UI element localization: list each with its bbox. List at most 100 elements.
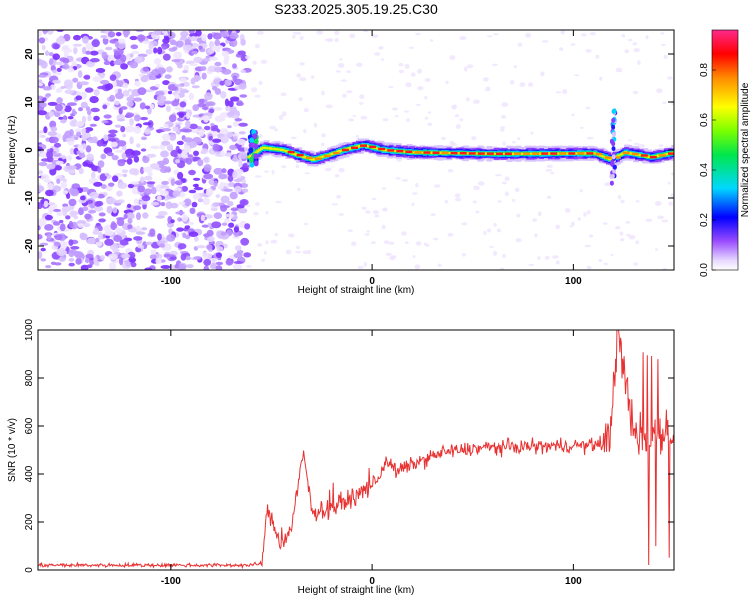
noise-speckle [127, 218, 133, 224]
noise-speckle [233, 154, 238, 163]
noise-speckle [122, 82, 129, 89]
noise-speckle [195, 30, 202, 37]
noise-speckle [123, 213, 128, 219]
noise-speckle [136, 212, 141, 221]
snr-x-axis-label: Height of straight line (km) [298, 585, 415, 596]
noise-speckle [107, 133, 117, 138]
signal-core [405, 150, 413, 153]
noise-speckle [356, 134, 360, 139]
noise-speckle [130, 181, 140, 185]
noise-speckle [66, 102, 77, 106]
noise-speckle [395, 177, 402, 180]
signal-band-segment [548, 152, 551, 155]
noise-speckle [589, 32, 596, 36]
noise-speckle [103, 134, 109, 142]
noise-speckle [258, 133, 263, 139]
noise-speckle [661, 219, 669, 223]
noise-speckle [555, 260, 560, 265]
noise-speckle [56, 87, 63, 93]
signal-band-segment [539, 152, 542, 155]
noise-speckle [296, 73, 302, 78]
noise-speckle [552, 255, 559, 259]
signal-band-segment [457, 152, 461, 155]
noise-speckle [215, 265, 223, 270]
noise-speckle [122, 133, 127, 138]
signal-band-segment [276, 148, 280, 151]
noise-speckle [201, 106, 209, 110]
noise-speckle [85, 145, 92, 153]
signal-core [450, 151, 458, 155]
noise-speckle [238, 122, 248, 127]
noise-speckle [83, 222, 91, 228]
noise-speckle [89, 191, 99, 199]
noise-speckle [76, 220, 87, 225]
noise-speckle [108, 129, 118, 134]
noise-speckle [169, 39, 176, 43]
noise-speckle [425, 243, 430, 247]
noise-speckle [560, 30, 565, 35]
colorbar-tick-label: 0.6 [699, 113, 710, 127]
noise-speckle [141, 136, 147, 141]
signal-band-segment [475, 152, 479, 155]
noise-speckle [54, 165, 62, 171]
noise-speckle [586, 136, 594, 140]
noise-speckle [95, 222, 101, 227]
noise-speckle [240, 237, 250, 246]
noise-speckle [517, 42, 523, 47]
noise-speckle [205, 188, 214, 197]
noise-speckle [342, 93, 347, 98]
noise-speckle [527, 82, 534, 87]
noise-speckle [91, 39, 100, 48]
signal-band-segment [312, 158, 316, 161]
signal-band-segment [301, 155, 305, 158]
signal-band-segment [602, 155, 606, 158]
noise-speckle [280, 92, 287, 97]
signal-core [323, 154, 331, 158]
signal-core [314, 157, 322, 160]
noise-speckle [85, 253, 94, 259]
noise-speckle [337, 63, 345, 68]
noise-speckle [59, 219, 64, 224]
noise-speckle [236, 100, 243, 106]
noise-speckle [325, 104, 333, 109]
noise-speckle [401, 179, 409, 182]
noise-speckle [185, 255, 191, 261]
noise-speckle [241, 188, 249, 193]
noise-speckle [42, 86, 52, 91]
noise-speckle [389, 255, 396, 261]
noise-speckle [186, 264, 194, 269]
noise-speckle [68, 220, 74, 229]
noise-speckle [53, 142, 62, 148]
signal-band-segment [593, 152, 597, 155]
noise-speckle [233, 136, 238, 140]
noise-speckle [303, 128, 307, 134]
y-tick-label: 800 [24, 369, 35, 386]
noise-speckle [167, 90, 173, 95]
noise-speckle [271, 169, 275, 175]
noise-speckle [182, 232, 187, 238]
noise-speckle [429, 39, 434, 42]
noise-speckle [493, 250, 498, 256]
noise-speckle [38, 95, 44, 100]
noise-speckle [137, 185, 145, 193]
signal-band-segment [328, 153, 332, 156]
noise-speckle [169, 256, 177, 260]
noise-speckle [192, 183, 199, 188]
noise-speckle [54, 112, 61, 118]
noise-speckle [295, 164, 300, 169]
noise-speckle [454, 198, 462, 202]
noise-speckle [346, 70, 352, 73]
noise-speckle [172, 126, 179, 132]
noise-speckle [219, 205, 230, 209]
noise-speckle [174, 122, 183, 126]
noise-speckle [194, 236, 199, 242]
noise-speckle [610, 253, 614, 256]
noise-speckle [154, 83, 161, 88]
noise-speckle [72, 111, 78, 115]
noise-speckle [236, 170, 242, 179]
noise-speckle [537, 256, 541, 261]
signal-core [514, 152, 521, 155]
signal-core [649, 156, 657, 159]
noise-speckle [197, 198, 204, 203]
noise-speckle [198, 98, 205, 104]
